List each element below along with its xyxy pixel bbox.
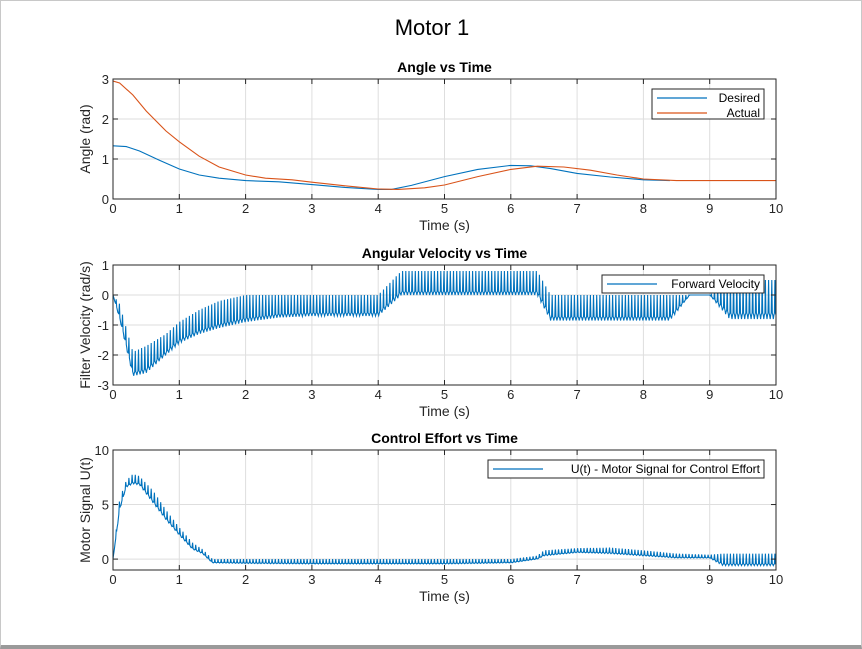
series-line-u-t-motor-signal-for-control-effort: [113, 474, 776, 568]
y-axis-label: Angle (rad): [77, 104, 93, 173]
legend-label: U(t) - Motor Signal for Control Effort: [571, 462, 761, 476]
x-tick-label: 5: [441, 387, 448, 402]
x-tick-label: 6: [507, 387, 514, 402]
x-tick-label: 3: [308, 572, 315, 587]
y-tick-label: 0: [102, 552, 109, 567]
x-axis-label: Time (s): [419, 588, 470, 604]
legend-box: [487, 459, 765, 479]
chart-2: 0 1 2 3 4 5 6 7 8 9 10 -3 -2 -1 0 1 Angular Velocity vs …: [77, 245, 783, 419]
chart-1: 0 1 2 3 4 5 6 7 8 9 10 0 1 2 3 Angle vs Time Time (s) Ang…: [77, 59, 783, 233]
x-tick-label: 8: [640, 201, 647, 216]
x-tick-label: 0: [109, 387, 116, 402]
chart-title: Angular Velocity vs Time: [362, 245, 528, 261]
x-tick-label: 8: [640, 572, 647, 587]
x-tick-label: 2: [242, 387, 249, 402]
x-axis-label: Time (s): [419, 403, 470, 419]
legend-label: Desired: [719, 91, 760, 105]
x-tick-label: 10: [769, 387, 783, 402]
x-tick-label: 8: [640, 387, 647, 402]
x-tick-label: 4: [375, 201, 382, 216]
y-tick-label: 2: [102, 112, 109, 127]
y-tick-label: 10: [95, 443, 109, 458]
y-axis-label: Filter Velocity (rad/s): [77, 261, 93, 389]
x-tick-label: 7: [573, 387, 580, 402]
chart-title: Angle vs Time: [397, 59, 492, 75]
x-tick-label: 0: [109, 572, 116, 587]
legend-label: Forward Velocity: [671, 277, 760, 291]
x-tick-label: 1: [176, 387, 183, 402]
y-tick-label: -3: [97, 378, 109, 393]
x-axis-label: Time (s): [419, 217, 470, 233]
y-tick-label: 0: [102, 192, 109, 207]
y-tick-label: 0: [102, 288, 109, 303]
x-tick-label: 5: [441, 201, 448, 216]
x-tick-label: 9: [706, 572, 713, 587]
x-tick-label: 9: [706, 387, 713, 402]
legend-label: Actual: [727, 106, 760, 120]
x-tick-label: 5: [441, 572, 448, 587]
y-axis-label: Motor Signal U(t): [77, 457, 93, 563]
x-tick-label: 1: [176, 201, 183, 216]
data-layer: [113, 474, 776, 568]
legend: Forward Velocity: [601, 274, 765, 294]
series-line-forward-velocity: [113, 270, 776, 376]
y-tick-label: 5: [102, 498, 109, 513]
x-tick-label: 7: [573, 201, 580, 216]
x-tick-label: 4: [375, 387, 382, 402]
x-tick-label: 2: [242, 572, 249, 587]
x-tick-label: 7: [573, 572, 580, 587]
figure-title: Motor 1: [394, 15, 470, 40]
y-tick-label: 1: [102, 258, 109, 273]
y-tick-label: 1: [102, 152, 109, 167]
x-tick-label: 6: [507, 201, 514, 216]
y-tick-label: -2: [97, 348, 109, 363]
x-tick-label: 2: [242, 201, 249, 216]
legend: U(t) - Motor Signal for Control Effort: [487, 459, 765, 479]
legend-box: [651, 88, 765, 120]
y-tick-label: 3: [102, 72, 109, 87]
x-tick-label: 3: [308, 387, 315, 402]
x-tick-label: 10: [769, 201, 783, 216]
y-tick-label: -1: [97, 318, 109, 333]
data-layer: [113, 80, 776, 190]
legend-box: [601, 274, 765, 294]
chart-title: Control Effort vs Time: [371, 430, 518, 446]
series-line-actual: [113, 80, 776, 190]
chart-3: 0 1 2 3 4 5 6 7 8 9 10 0 5 10 Control Effort vs Time Ti…: [77, 430, 783, 604]
x-tick-label: 1: [176, 572, 183, 587]
x-tick-label: 9: [706, 201, 713, 216]
x-tick-label: 4: [375, 572, 382, 587]
x-tick-label: 6: [507, 572, 514, 587]
x-tick-label: 0: [109, 201, 116, 216]
data-layer: [113, 270, 776, 376]
x-tick-label: 3: [308, 201, 315, 216]
x-tick-label: 10: [769, 572, 783, 587]
